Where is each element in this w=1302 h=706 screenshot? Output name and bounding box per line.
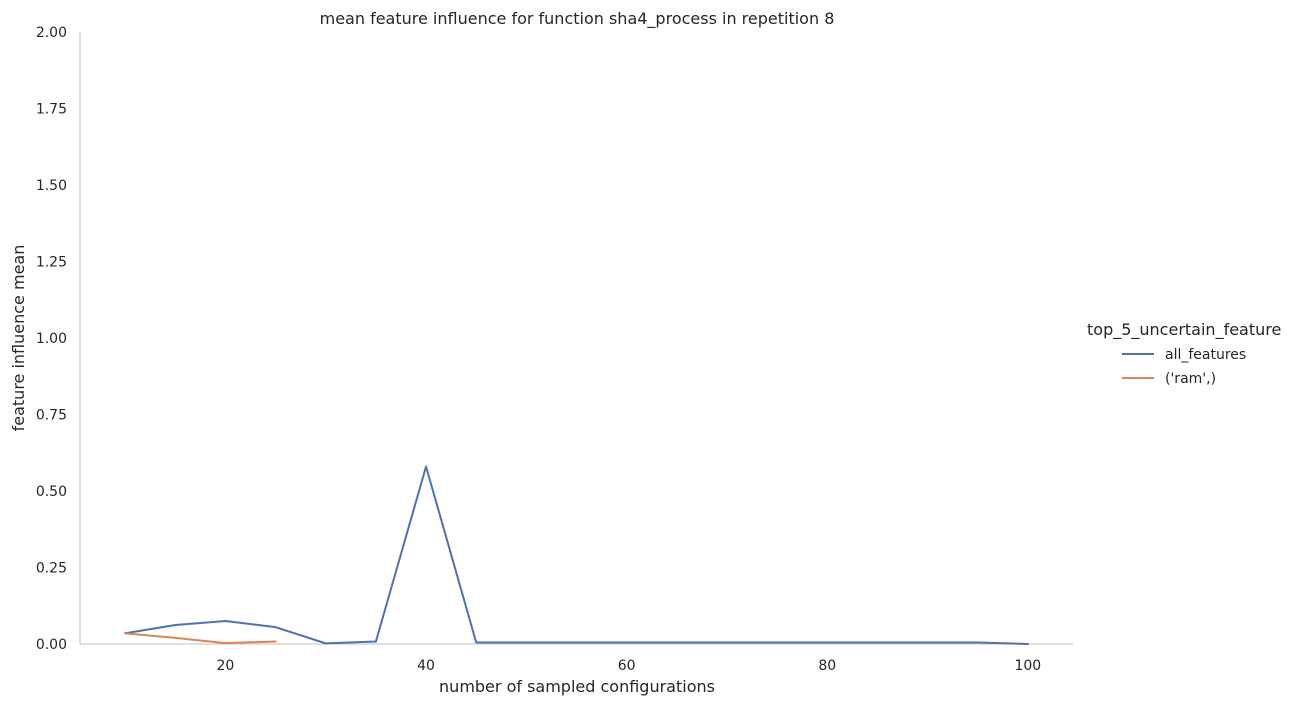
y-tick-label: 0.25 (36, 561, 67, 577)
y-tick-labels: 0.00 0.25 0.50 0.75 1.00 1.25 1.50 1.75 2.00 (36, 25, 67, 653)
y-tick-label: 1.25 (36, 255, 67, 271)
y-tick-label: 1.00 (36, 331, 67, 347)
series-line-0 (124, 465, 1029, 645)
x-tick-label: 100 (1014, 658, 1041, 674)
legend-label-1: ('ram',) (1165, 371, 1216, 387)
x-tick-labels: 20 40 60 80 100 (217, 658, 1042, 674)
y-tick-label: 1.75 (36, 102, 67, 118)
legend-title: top_5_uncertain_feature (1087, 320, 1281, 340)
legend: top_5_uncertain_feature all_features ('ra… (1087, 320, 1281, 387)
series-lines (124, 465, 1029, 645)
y-tick-label: 0.75 (36, 408, 67, 424)
x-tick-label: 80 (818, 658, 836, 674)
y-axis-label: feature influence mean (9, 245, 28, 432)
x-tick-label: 60 (618, 658, 636, 674)
series-line-1 (124, 632, 277, 645)
x-tick-label: 40 (417, 658, 435, 674)
x-axis-label: number of sampled configurations (439, 677, 715, 696)
y-tick-label: 0.00 (36, 637, 67, 653)
y-tick-label: 1.50 (36, 178, 67, 194)
chart-title: mean feature influence for function sha4… (320, 9, 835, 29)
legend-items: all_features ('ram',) (1122, 347, 1246, 387)
y-tick-label: 0.50 (36, 484, 67, 500)
x-tick-label: 20 (217, 658, 235, 674)
y-tick-label: 2.00 (36, 25, 67, 41)
legend-label-0: all_features (1165, 347, 1246, 363)
